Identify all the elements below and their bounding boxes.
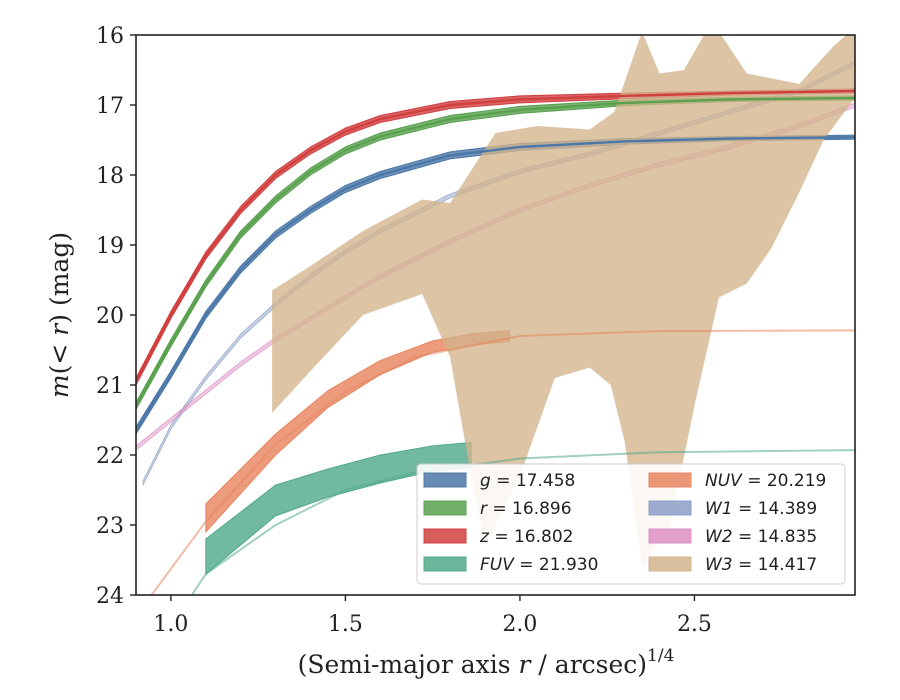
legend-label-w3: W3 = 14.417 bbox=[705, 555, 817, 575]
plot-area bbox=[136, 35, 855, 595]
x-axis-label: (Semi-major axis r / arcsec)1/4 bbox=[298, 646, 675, 679]
legend-swatch-z bbox=[423, 528, 467, 544]
y-axis-label-m: m bbox=[45, 374, 74, 398]
legend-swatch-fuv bbox=[423, 556, 467, 572]
axis-ticks: 1.0 1.5 2.0 2.5 16 17 18 19 20 21 22 23 24 bbox=[96, 24, 712, 637]
line-z bbox=[136, 89, 855, 383]
y-axis-label-variable: r bbox=[45, 322, 74, 336]
x-tick-label: 1.5 bbox=[328, 612, 363, 637]
legend-label-w2: W2 = 14.835 bbox=[705, 527, 817, 547]
y-axis-label: m(< r) (mag) bbox=[45, 232, 74, 398]
x-axis-label-unit: / arcsec) bbox=[530, 650, 647, 679]
y-tick-label: 23 bbox=[96, 514, 124, 539]
model-line-nuv bbox=[150, 329, 855, 595]
band-g bbox=[136, 134, 855, 435]
legend-label-fuv: FUV = 21.930 bbox=[480, 555, 598, 575]
legend-label-z: z = 16.802 bbox=[479, 527, 573, 547]
x-tick-label: 2.5 bbox=[677, 612, 712, 637]
y-tick-label: 19 bbox=[96, 234, 124, 259]
band-r bbox=[136, 95, 855, 411]
legend-swatch-w1 bbox=[648, 500, 692, 516]
y-tick-label: 16 bbox=[96, 24, 124, 49]
y-tick-label: 18 bbox=[96, 164, 124, 189]
legend-swatch-r bbox=[423, 500, 467, 516]
y-tick-label: 22 bbox=[96, 444, 124, 469]
x-tick-label: 2.0 bbox=[502, 612, 537, 637]
line-layer bbox=[136, 89, 855, 595]
legend-swatch-g bbox=[423, 472, 467, 488]
y-tick-label: 24 bbox=[96, 584, 124, 609]
legend-swatch-w2 bbox=[648, 528, 692, 544]
x-axis-label-main: (Semi-major axis bbox=[298, 650, 519, 679]
legend-label-nuv: NUV = 20.219 bbox=[705, 471, 826, 491]
x-axis-label-exponent: 1/4 bbox=[647, 646, 674, 666]
legend: g = 17.458 r = 16.896 z = 16.802 FUV = 21.9… bbox=[416, 463, 846, 585]
legend-label-w1: W1 = 14.389 bbox=[705, 499, 817, 519]
line-r bbox=[136, 96, 855, 407]
model-line-fuv bbox=[190, 449, 855, 595]
legend-label-r: r = 16.896 bbox=[480, 499, 572, 519]
band-w3 bbox=[272, 35, 855, 567]
legend-label-g: g = 17.458 bbox=[480, 471, 575, 491]
y-tick-label: 20 bbox=[96, 304, 124, 329]
y-tick-label: 21 bbox=[96, 374, 124, 399]
y-tick-label: 17 bbox=[96, 94, 124, 119]
legend-swatch-w3 bbox=[648, 556, 692, 572]
y-axis-label-lt: (< bbox=[45, 336, 74, 375]
line-g bbox=[136, 136, 855, 432]
band-z bbox=[136, 88, 855, 386]
x-tick-label: 1.0 bbox=[153, 612, 188, 637]
y-axis-label-unit: ) (mag) bbox=[45, 232, 74, 324]
x-axis-label-variable: r bbox=[519, 650, 533, 679]
legend-swatch-nuv bbox=[648, 472, 692, 488]
legend-frame bbox=[416, 463, 846, 585]
